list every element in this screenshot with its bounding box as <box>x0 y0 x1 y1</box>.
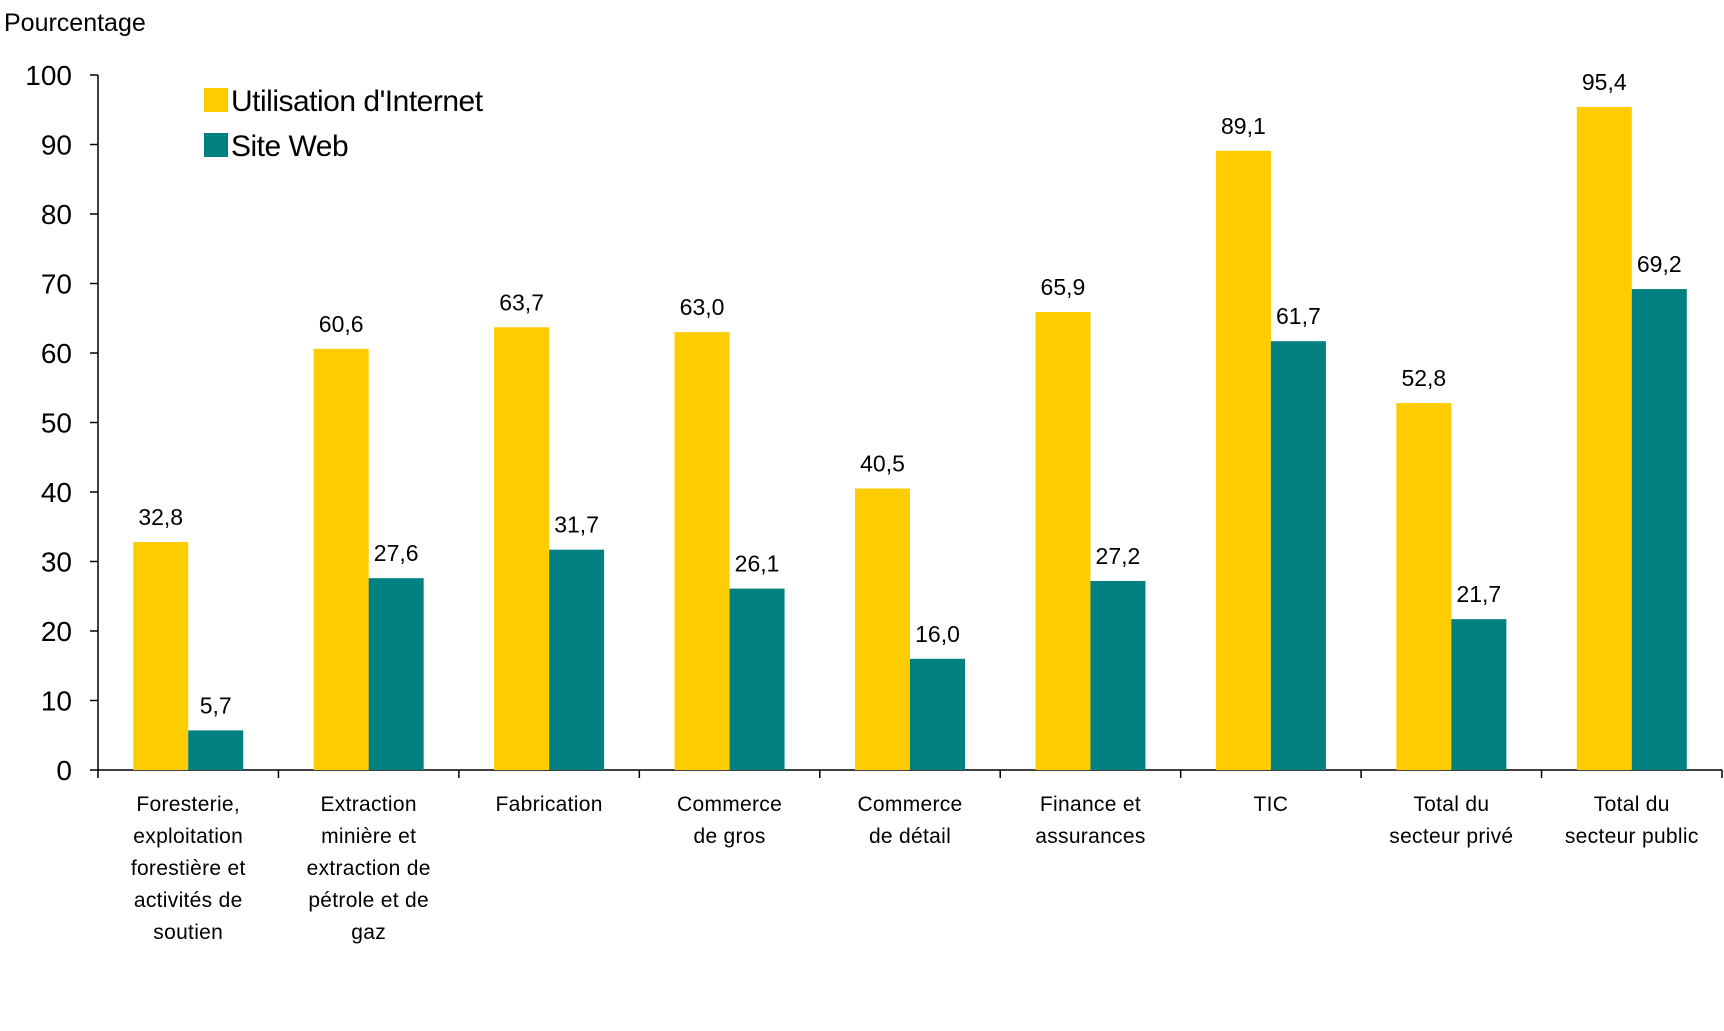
bar-website <box>1631 289 1687 770</box>
x-category-line: extraction de <box>307 857 431 880</box>
bar-internet <box>1215 150 1271 770</box>
x-category-line: Extraction <box>320 793 416 816</box>
y-axis-title: Pourcentage <box>4 9 146 37</box>
y-tick-label: 50 <box>41 408 72 439</box>
data-label: 95,4 <box>1582 69 1627 95</box>
x-category-label: Finance et assurances <box>1035 793 1145 848</box>
bar-internet <box>1396 403 1452 770</box>
y-tick-label: 30 <box>41 547 72 578</box>
y-tick-label: 100 <box>25 60 72 91</box>
x-category-line: Finance et <box>1040 793 1141 816</box>
x-category-line: Commerce <box>857 793 962 816</box>
data-label: 21,7 <box>1456 581 1501 607</box>
x-category-label: Commerce de gros <box>677 793 782 848</box>
y-tick-label: 40 <box>41 477 72 508</box>
x-category-line: activités de <box>134 889 243 912</box>
y-tick-label: 70 <box>41 269 72 300</box>
bar-internet <box>494 327 550 770</box>
x-category-line: Fabrication <box>496 793 603 816</box>
data-label: 52,8 <box>1401 365 1446 391</box>
legend-label: Site Web <box>231 130 348 163</box>
data-label: 63,7 <box>499 289 544 315</box>
data-label: 26,1 <box>735 551 780 577</box>
x-category-line: Commerce <box>677 793 782 816</box>
bar-internet <box>674 332 730 770</box>
bar-website <box>188 730 244 770</box>
data-label: 69,2 <box>1637 251 1682 277</box>
y-tick-label: 60 <box>41 338 72 369</box>
y-tick-label: 80 <box>41 199 72 230</box>
data-label: 27,2 <box>1096 543 1141 569</box>
x-category-line: Foresterie, <box>136 793 240 816</box>
data-label: 5,7 <box>200 692 232 718</box>
bar-internet <box>855 488 910 770</box>
x-category-line: Total du <box>1413 793 1489 816</box>
data-label: 60,6 <box>319 311 364 337</box>
bar-website <box>729 588 785 770</box>
x-category-line: pétrole et de <box>308 889 429 912</box>
bar-internet <box>133 542 189 770</box>
x-category-line: assurances <box>1035 825 1145 848</box>
y-tick-label: 90 <box>41 130 72 161</box>
bar-website <box>1090 580 1146 770</box>
data-label: 89,1 <box>1221 113 1266 139</box>
data-label: 65,9 <box>1041 274 1086 300</box>
x-category-line: de détail <box>869 825 951 848</box>
legend-label: Utilisation d'Internet <box>231 85 484 118</box>
data-label: 27,6 <box>374 540 419 566</box>
y-tick-label: 10 <box>41 686 72 717</box>
x-category-line: secteur privé <box>1389 825 1513 848</box>
bar-internet <box>1035 311 1091 770</box>
x-category-label: Commerce de détail <box>857 793 962 848</box>
x-category-label: Total du secteur public <box>1565 793 1699 848</box>
data-label: 31,7 <box>554 512 599 538</box>
x-category-label: Fabrication <box>496 793 603 816</box>
x-category-line: Total du <box>1594 793 1670 816</box>
data-label: 32,8 <box>138 504 183 530</box>
bar-website <box>368 578 424 770</box>
bar-website <box>549 549 605 770</box>
data-label: 63,0 <box>680 294 725 320</box>
x-category-line: secteur public <box>1565 825 1699 848</box>
legend-swatch <box>204 133 228 157</box>
bar-website <box>1270 341 1326 770</box>
x-category-line: de gros <box>693 825 765 848</box>
x-category-line: gaz <box>351 921 386 944</box>
data-label: 40,5 <box>860 451 905 477</box>
bar-internet <box>1576 106 1632 771</box>
x-category-line: TIC <box>1254 793 1289 816</box>
x-category-line: soutien <box>153 921 223 944</box>
x-category-line: forestière et <box>131 857 246 880</box>
y-tick-label: 20 <box>41 616 72 647</box>
y-tick-label: 0 <box>56 755 72 786</box>
x-category-line: exploitation <box>133 825 243 848</box>
bar-website <box>1451 619 1507 770</box>
bar-website <box>910 658 965 770</box>
x-category-line: minière et <box>321 825 416 848</box>
x-category-label: Foresterie, exploitation forestière et acti… <box>131 793 246 944</box>
legend-swatch <box>204 88 228 112</box>
x-category-label: Extraction minière et extraction de pétrole… <box>307 793 431 944</box>
bar-internet <box>313 348 369 770</box>
x-category-label: Total du secteur privé <box>1389 793 1513 848</box>
data-label: 16,0 <box>915 621 960 647</box>
x-category-label: TIC <box>1254 793 1289 816</box>
data-label: 61,7 <box>1276 303 1321 329</box>
